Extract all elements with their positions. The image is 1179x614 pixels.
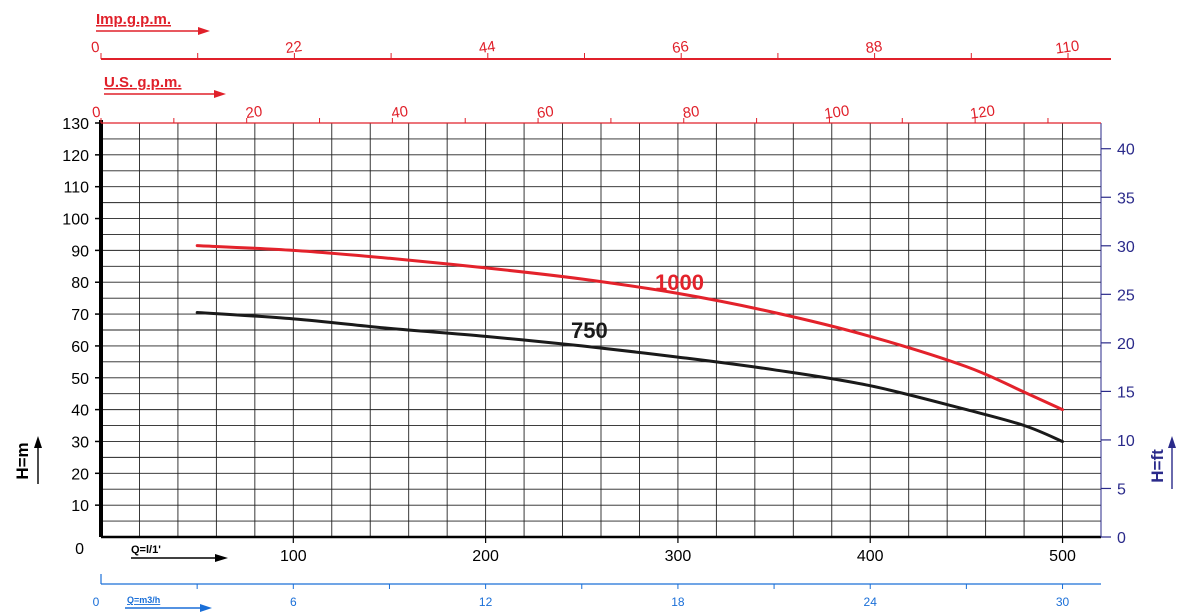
y-axis-ft-tick-label: 30 (1117, 239, 1135, 256)
x-axis-lpm-tick-label: 300 (665, 548, 692, 565)
x-axis-lpm-tick-label: 400 (857, 548, 884, 565)
series-label-1000: 1000 (655, 270, 704, 295)
y-axis-ft-tick-label: 20 (1117, 336, 1135, 353)
y-axis-ft-tick-label: 5 (1117, 481, 1126, 498)
y-axis-m-tick-label: 60 (71, 339, 89, 356)
y-axis-m-tick-label: 110 (63, 180, 89, 197)
series-line-750 (195, 311, 1064, 443)
x-axis-m3h-tick-label: 24 (864, 595, 878, 609)
x-axis-impgpm-tick-label: 66 (671, 38, 690, 57)
x-axis-impgpm-label: Imp.g.p.m. (96, 11, 171, 28)
y-axis-m-tick-label: 0 (75, 541, 84, 558)
y-axis-m-tick-label: 100 (62, 212, 89, 229)
x-axis-impgpm-arrow-head (198, 27, 210, 35)
x-axis-m3h-label: Q=m3/h (127, 595, 160, 605)
x-axis-lpm-arrow-head (215, 554, 228, 562)
x-axis-m3h-tick-label: 12 (479, 595, 493, 609)
x-axis-usgpm-tick-label: 120 (969, 102, 996, 122)
x-axis-usgpm-tick-label: 100 (823, 102, 850, 122)
y-axis-m-tick-label: 130 (62, 116, 89, 133)
y-axis-ft-tick-label: 15 (1117, 384, 1135, 401)
x-axis-m3h-tick-label: 30 (1056, 595, 1070, 609)
series-line-1000 (195, 244, 1064, 412)
x-axis-impgpm-tick-label: 110 (1054, 37, 1080, 57)
y-axis-ft-tick-label: 10 (1117, 433, 1135, 450)
x-axis-m3h-tick-label: 6 (290, 595, 297, 609)
y-axis-m-tick-label: 50 (71, 371, 89, 388)
x-axis-impgpm-tick-label: 22 (284, 38, 303, 57)
x-axis-impgpm-tick-label: 44 (478, 38, 497, 57)
y-axis-m-tick-label: 30 (71, 434, 89, 451)
x-axis-impgpm-tick-label: 0 (90, 39, 101, 57)
x-axis-m3h-tick-label: 0 (93, 595, 100, 609)
y-axis-m-tick-label: 20 (71, 466, 89, 483)
x-axis-lpm-tick-label: 500 (1049, 548, 1076, 565)
y-axis-m-tick-label: 80 (71, 275, 89, 292)
series-label-750: 750 (571, 318, 608, 343)
x-axis-lpm-tick-label: 100 (280, 548, 307, 565)
x-axis-m3h-tick-label: 18 (671, 595, 685, 609)
y-axis-ft-tick-label: 40 (1117, 142, 1135, 159)
x-axis-usgpm-tick-label: 0 (91, 104, 102, 122)
axes (34, 27, 1176, 612)
x-axis-usgpm-arrow-head (214, 90, 226, 98)
y-axis-m-label: H=m (13, 442, 32, 479)
x-axis-lpm-tick-label: 200 (472, 548, 499, 565)
y-axis-m-tick-label: 120 (62, 148, 89, 165)
x-axis-usgpm-tick-label: 60 (536, 103, 555, 122)
x-axis-usgpm-tick-label: 40 (390, 103, 409, 122)
x-axis-usgpm-tick-label: 20 (245, 103, 264, 122)
y-axis-m-arrow-head (34, 436, 42, 448)
x-axis-m3h-arrow-head (200, 604, 212, 612)
x-axis-impgpm-tick-label: 88 (865, 38, 884, 57)
x-axis-lpm-label: Q=l/1' (131, 544, 161, 556)
y-axis-ft-tick-label: 25 (1117, 287, 1135, 304)
y-axis-ft-label: H=ft (1148, 449, 1167, 483)
y-axis-m-tick-label: 10 (71, 498, 89, 515)
series (195, 244, 1064, 443)
y-axis-ft-tick-label: 0 (1117, 530, 1126, 547)
y-axis-m-tick-label: 40 (71, 403, 89, 420)
labels: 0102030405060708090100110120130051015202… (13, 11, 1167, 609)
y-axis-m-tick-label: 90 (71, 243, 89, 260)
y-axis-m-tick-label: 70 (71, 307, 89, 324)
x-axis-usgpm-label: U.S. g.p.m. (104, 74, 182, 91)
y-axis-ft-arrow-head (1168, 436, 1176, 448)
grid (101, 122, 1102, 537)
y-axis-ft-tick-label: 35 (1117, 190, 1135, 207)
x-axis-usgpm-tick-label: 80 (682, 103, 701, 122)
